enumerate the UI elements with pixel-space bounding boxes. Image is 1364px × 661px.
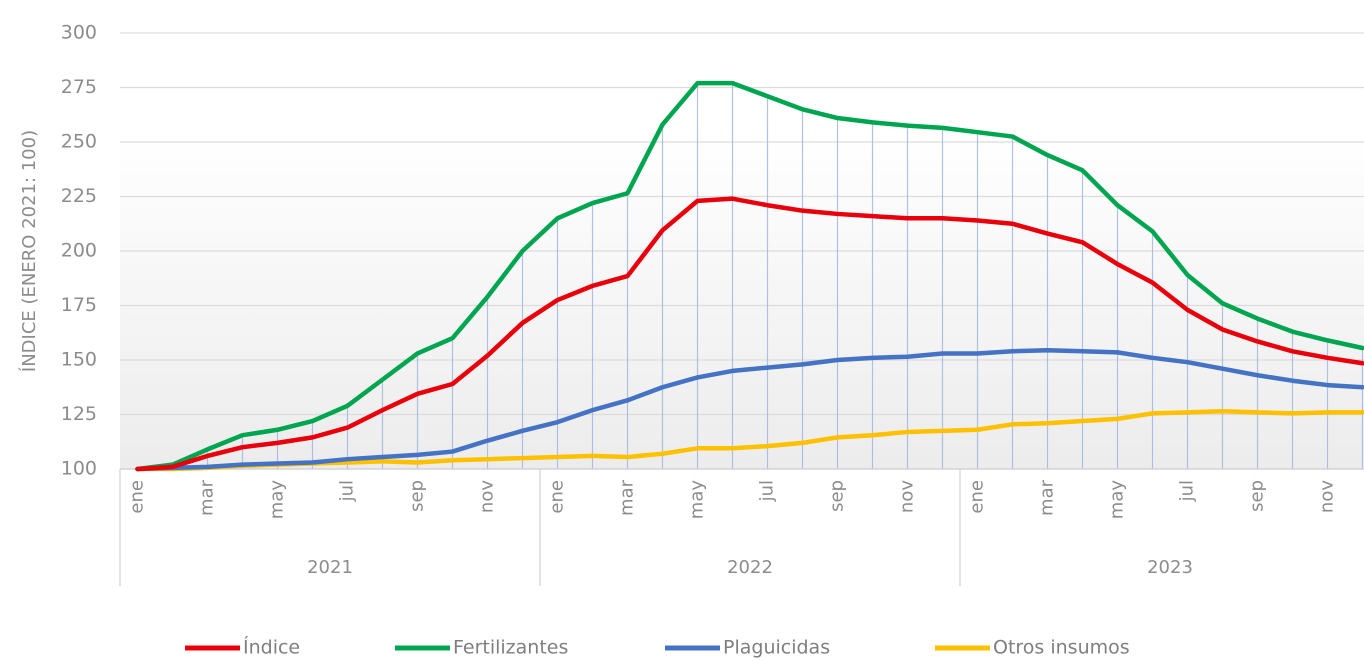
y-tick-label: 100 [61, 458, 97, 480]
group-label: 2021 [307, 557, 353, 578]
legend-label: Plaguicidas [723, 637, 830, 659]
series-line [135, 80, 1364, 472]
x-tick-label: nov [477, 480, 498, 513]
y-tick-label: 125 [61, 403, 97, 425]
legend-label: Fertilizantes [453, 637, 568, 659]
x-tick-label: sep [1247, 480, 1268, 512]
x-tick-label: sep [827, 480, 848, 512]
x-tick-label: may [687, 480, 708, 520]
legend-label: Índice [243, 636, 300, 659]
x-tick-label: jul [1177, 480, 1198, 502]
y-tick-label: 300 [61, 22, 97, 44]
x-tick-label: mar [1037, 479, 1058, 516]
y-tick-label: 150 [61, 349, 97, 371]
x-tick-label: ene [127, 480, 148, 514]
x-tick-label: ene [547, 480, 568, 514]
y-tick-label: 250 [61, 131, 97, 153]
y-axis-title: ÍNDICE (ENERO 2021: 100) [18, 130, 40, 372]
y-tick-label: 225 [61, 185, 97, 207]
series-line [135, 196, 1364, 472]
series-line [135, 408, 1364, 472]
y-tick-label: 200 [61, 240, 97, 262]
x-tick-label: jul [757, 480, 778, 502]
x-tick-label: nov [897, 480, 918, 513]
legend-label: Otros insumos [993, 637, 1130, 659]
series-line [135, 347, 1364, 472]
group-label: 2022 [727, 557, 773, 578]
x-tick-label: mar [617, 479, 638, 516]
x-tick-label: mar [197, 479, 218, 516]
y-tick-label: 275 [61, 76, 97, 98]
x-tick-label: jul [337, 480, 358, 502]
x-tick-label: sep [407, 480, 428, 512]
x-tick-label: nov [1317, 480, 1338, 513]
x-tick-label: may [267, 480, 288, 520]
x-tick-label: ene [967, 480, 988, 514]
x-tick-label: may [1107, 480, 1128, 520]
group-label: 2023 [1147, 557, 1193, 578]
y-tick-label: 175 [61, 294, 97, 316]
